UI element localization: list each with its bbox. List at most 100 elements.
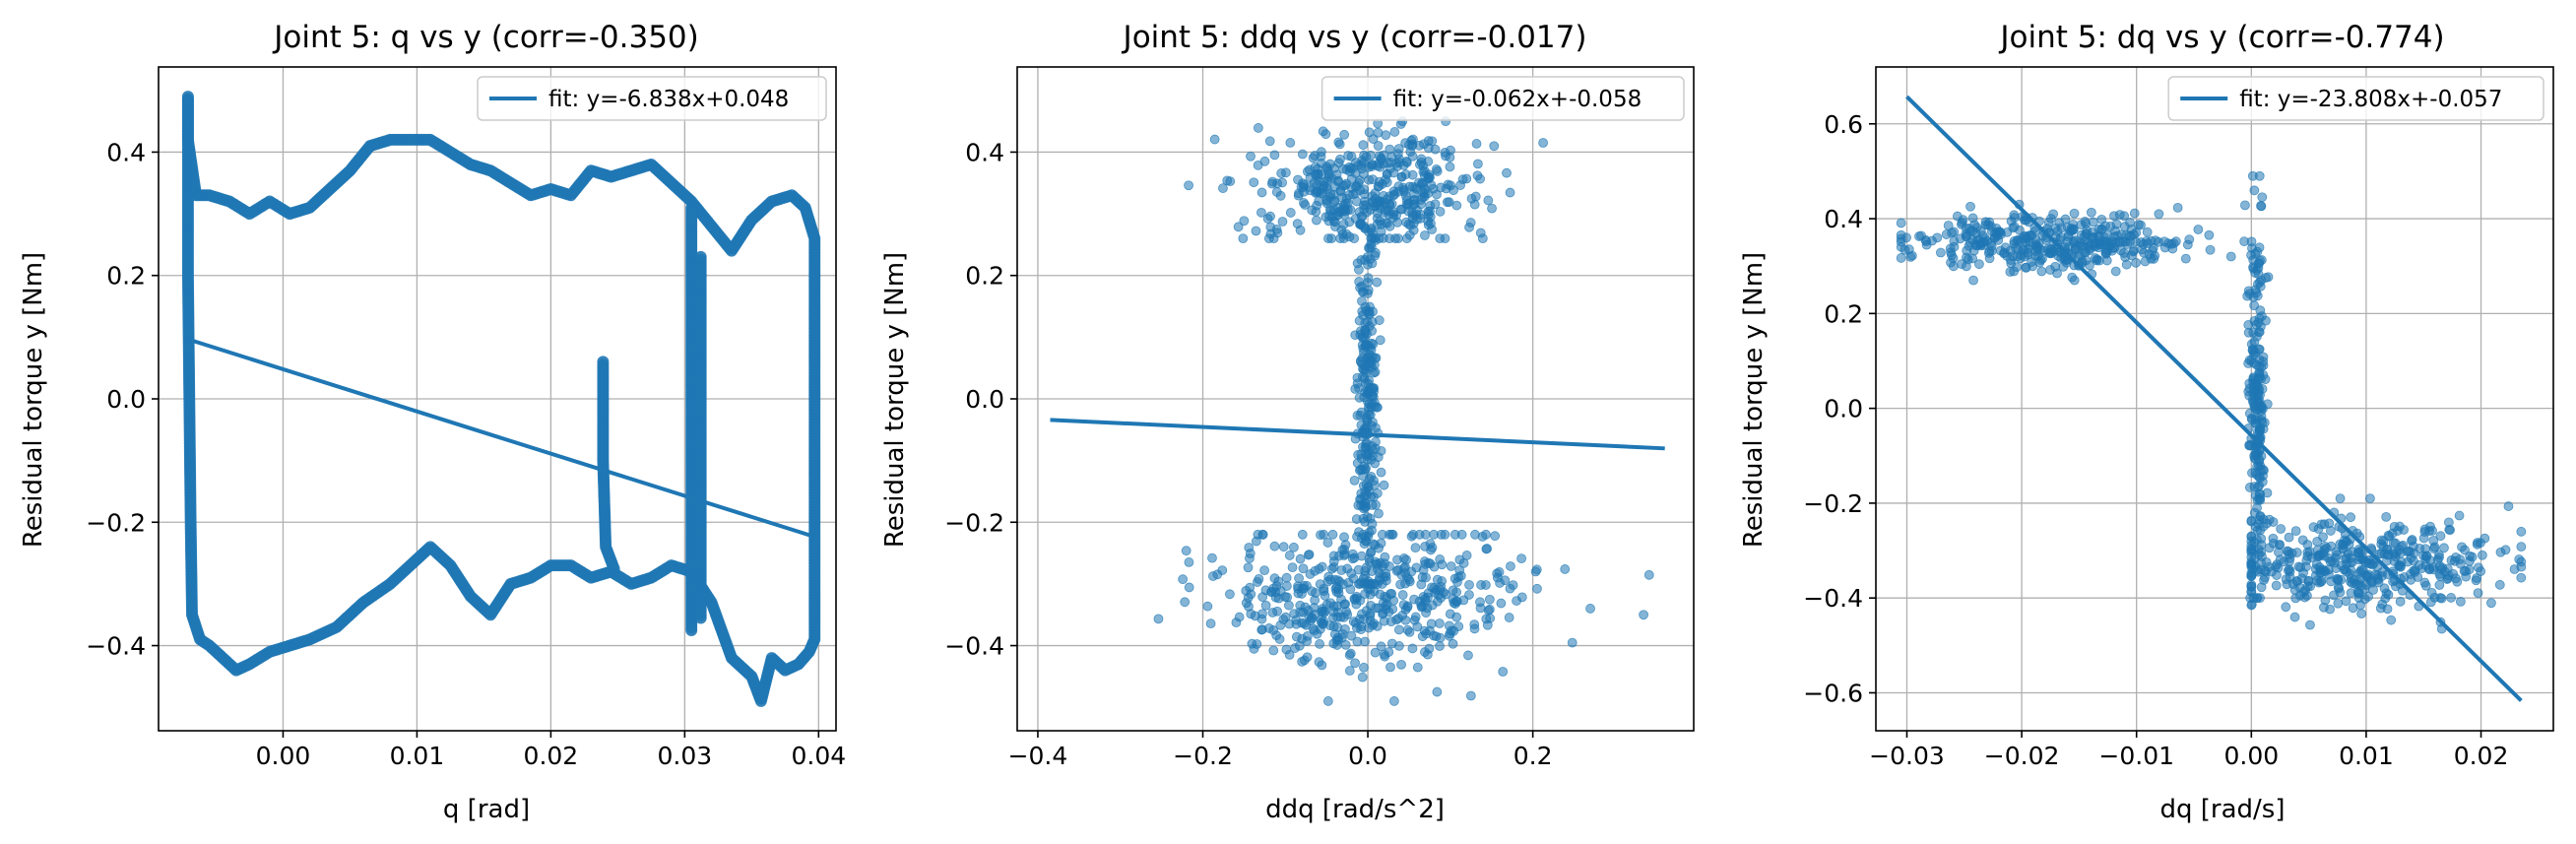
data-point (2251, 379, 2261, 390)
data-point (1207, 552, 1217, 563)
data-point (1358, 140, 1369, 151)
x-tick-label: −0.01 (2098, 742, 2174, 770)
data-point (2399, 572, 2410, 582)
data-point (2126, 230, 2136, 241)
data-point (1484, 594, 1495, 605)
data-point (2338, 544, 2349, 554)
data-point (2009, 266, 2020, 277)
data-point (1262, 214, 1273, 224)
data-point (2257, 417, 2268, 427)
data-point (2275, 540, 2285, 551)
data-point (2146, 235, 2157, 246)
data-point (2284, 532, 2294, 543)
data-point (1979, 233, 1990, 243)
data-point (2353, 568, 2364, 579)
data-point (608, 562, 620, 575)
data-point (1448, 638, 1458, 649)
data-point (2319, 566, 2330, 577)
data-point (2006, 258, 2017, 269)
y-tick-label: 0.2 (106, 262, 146, 291)
data-point (1423, 188, 1434, 199)
data-point (1369, 386, 1380, 397)
subplot-dq-vs-y: Joint 5: dq vs y (corr=-0.774) dq [rad/s… (1739, 20, 2554, 824)
data-point (2247, 170, 2258, 181)
data-point (1441, 183, 1451, 194)
data-point (1339, 532, 1349, 543)
data-point (2256, 534, 2267, 544)
data-point (1334, 139, 1345, 150)
data-point (1420, 529, 1431, 540)
data-point (1251, 226, 1261, 236)
data-point (1435, 554, 1446, 564)
data-point (1418, 166, 1429, 177)
data-point (1403, 206, 1414, 217)
data-point (1209, 134, 1220, 145)
data-point (1281, 581, 1292, 591)
data-point (1401, 554, 1411, 565)
data-point (2256, 557, 2266, 568)
data-point (2093, 255, 2104, 266)
y-tick-label: 0.0 (106, 385, 146, 414)
data-point (2180, 253, 2191, 264)
data-point (1385, 221, 1395, 231)
data-point (2032, 250, 2043, 261)
data-point (694, 612, 707, 624)
data-point (1260, 600, 1271, 611)
fit-line (1905, 95, 2523, 702)
data-point (1446, 145, 1455, 156)
data-point (2249, 300, 2260, 311)
data-point (1466, 193, 1477, 204)
data-point (2465, 551, 2476, 561)
data-point (2486, 598, 2496, 609)
data-point (2045, 265, 2055, 275)
data-point (2110, 266, 2121, 277)
data-point (1412, 214, 1422, 225)
data-point (1361, 422, 1371, 433)
data-point (2335, 493, 2346, 504)
data-point (2494, 579, 2505, 590)
data-point (1512, 596, 1522, 606)
data-point (2434, 552, 2444, 562)
data-point (1271, 187, 1282, 197)
data-point (1246, 151, 1256, 162)
data-point (1901, 232, 1911, 243)
data-point (1285, 138, 1296, 148)
data-point (1404, 626, 1415, 637)
axes-frame (1875, 66, 2554, 732)
data-point (2450, 573, 2461, 584)
data-point (1345, 584, 1356, 595)
data-point (2444, 524, 2455, 535)
data-point (1440, 233, 1450, 244)
data-point (1368, 174, 1379, 185)
data-point (2428, 544, 2439, 553)
data-point (1327, 529, 1338, 540)
data-point (2368, 585, 2378, 595)
data-point (1295, 607, 1306, 617)
data-point (2454, 510, 2465, 521)
data-point (1322, 538, 1333, 548)
x-axis-label: q [rad] (443, 795, 530, 824)
data-point (1380, 591, 1390, 602)
data-point (2479, 533, 2490, 544)
data-point (2131, 257, 2141, 268)
data-point (1386, 638, 1397, 649)
data-point (2258, 352, 2269, 362)
data-point (2204, 229, 2215, 240)
data-point (1369, 233, 1380, 244)
data-point (1245, 582, 1256, 593)
data-point (2281, 602, 2291, 613)
data-point (1256, 187, 1267, 198)
legend-label: fit: y=-0.062x+-0.058 (1393, 87, 1642, 112)
data-point (2409, 541, 2418, 552)
data-point (1417, 631, 1428, 642)
data-point (181, 93, 194, 105)
data-point (2167, 243, 2178, 254)
data-point (1471, 139, 1482, 149)
data-point (1455, 180, 1465, 190)
data-point (1243, 592, 1254, 603)
data-point (1984, 253, 1995, 264)
data-point (2046, 248, 2057, 259)
data-point (1329, 162, 1339, 173)
data-point (1356, 407, 1367, 418)
